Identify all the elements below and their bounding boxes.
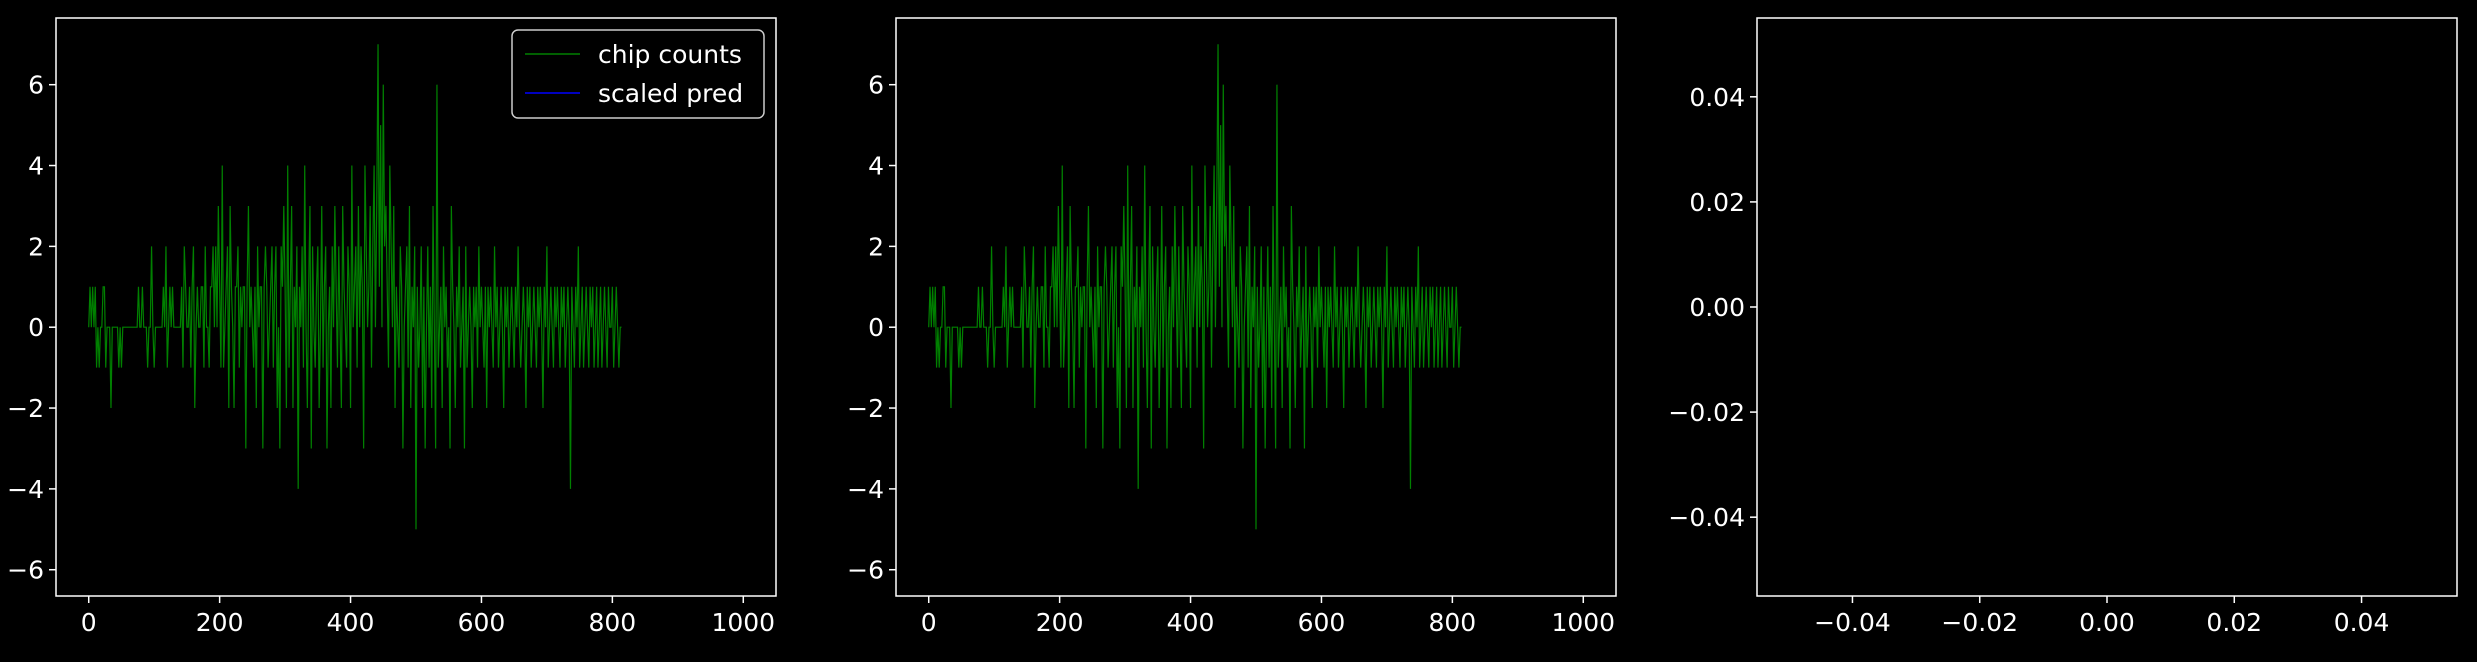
subplot-1-x-tick-label: 1000 <box>711 608 775 637</box>
subplot-2-x-tick-label: 400 <box>1167 608 1215 637</box>
subplot-1-legend: chip counts scaled pred <box>511 29 765 119</box>
subplot-1-y-tick-label: 4 <box>28 152 44 181</box>
subplot-2-y-tick-label: 0 <box>868 313 884 342</box>
subplot-3-y-tick-label: 0.02 <box>1689 188 1745 217</box>
subplot-1-x-tick-label: 0 <box>81 608 97 637</box>
subplot-2: 0 200 400 600 800 1000 −6 −4 −2 0 2 4 6 <box>847 17 1617 637</box>
subplot-1-y-tick-label: 2 <box>28 232 44 261</box>
subplot-1-series-chip-counts-line <box>88 44 622 530</box>
subplot-3-y-tick-label: 0.04 <box>1689 83 1745 112</box>
subplot-3-x-tick-label: −0.04 <box>1814 608 1891 637</box>
subplot-2-y-tick-label: 4 <box>868 152 884 181</box>
subplot-2-frame <box>895 17 1617 597</box>
subplot-2-y-tick-label: −2 <box>847 394 884 423</box>
subplot-1-y-tick-label: 0 <box>28 313 44 342</box>
subplot-2-series-layer <box>928 44 1462 530</box>
subplot-2-x-tick-label: 1000 <box>1551 608 1615 637</box>
subplot-2-x-tick-label: 800 <box>1429 608 1477 637</box>
subplot-1-y-tick-label: −6 <box>7 556 44 585</box>
subplot-3-x-tick-label: 0.00 <box>2079 608 2135 637</box>
subplot-3-x-tick-label: −0.02 <box>1941 608 2018 637</box>
subplot-3-y-tick-label: −0.04 <box>1668 503 1745 532</box>
subplot-1-y-tick-label: 6 <box>28 71 44 100</box>
subplot-2-y-tick-label: 2 <box>868 232 884 261</box>
subplot-2-series-chip-counts-line <box>928 44 1462 530</box>
legend-label-chip-counts: chip counts <box>598 40 742 69</box>
subplot-2-x-tick-label: 600 <box>1298 608 1346 637</box>
subplot-1-x-tick-label: 800 <box>589 608 637 637</box>
subplot-3-x-tick-label: 0.02 <box>2206 608 2262 637</box>
subplot-1: 0 200 400 600 800 1000 −6 −4 −2 0 2 4 6 chip counts … <box>7 17 777 637</box>
subplot-1-y-tick-label: −2 <box>7 394 44 423</box>
subplot-1-x-tick-label: 400 <box>327 608 375 637</box>
subplot-1-x-tick-label: 200 <box>196 608 244 637</box>
subplot-2-y-tick-label: −6 <box>847 556 884 585</box>
subplot-2-ticks: 0 200 400 600 800 1000 −6 −4 −2 0 2 4 6 <box>847 71 1615 637</box>
subplot-3-x-tick-label: 0.04 <box>2334 608 2390 637</box>
subplot-2-x-tick-label: 0 <box>921 608 937 637</box>
subplot-1-y-tick-label: −4 <box>7 475 44 504</box>
subplot-2-y-tick-label: 6 <box>868 71 884 100</box>
subplot-3-y-tick-label: −0.02 <box>1668 398 1745 427</box>
subplot-3-ticks: −0.04 −0.02 0.00 0.02 0.04 −0.04 −0.02 0.00 0.02… <box>1668 83 2389 637</box>
legend-label-scaled-pred: scaled pred <box>598 79 743 108</box>
subplot-3: −0.04 −0.02 0.00 0.02 0.04 −0.04 −0.02 0.00 0.02… <box>1668 17 2458 637</box>
subplot-3-y-tick-label: 0.00 <box>1689 293 1745 322</box>
legend-box <box>511 29 765 119</box>
subplot-2-x-tick-label: 200 <box>1036 608 1084 637</box>
subplot-1-ticks: 0 200 400 600 800 1000 −6 −4 −2 0 2 4 6 <box>7 71 775 637</box>
subplot-2-y-tick-label: −4 <box>847 475 884 504</box>
subplot-1-series-layer <box>88 44 622 530</box>
subplot-1-x-tick-label: 600 <box>458 608 506 637</box>
subplot-1-frame <box>55 17 777 597</box>
